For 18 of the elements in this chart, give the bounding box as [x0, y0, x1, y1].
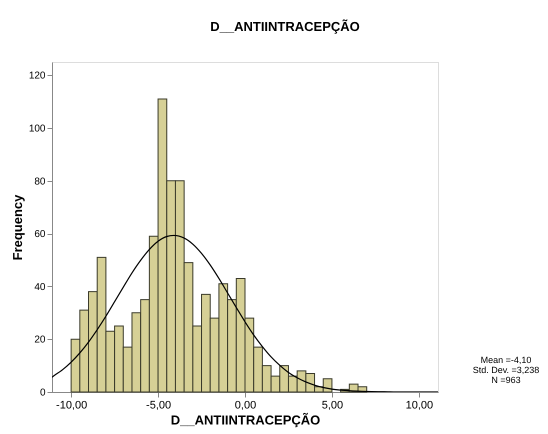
chart-title: D__ANTIINTRACEPÇÃO — [210, 19, 360, 34]
y-tick-label: 40 — [34, 282, 46, 293]
x-tick-label: 0,00 — [234, 400, 256, 412]
x-tick-label: 10,00 — [406, 400, 434, 412]
text: Mean =-4,10 — [480, 355, 532, 365]
y-tick-label: 20 — [34, 334, 46, 346]
x-tick-label: -5,00 — [146, 400, 172, 412]
y-tick-label: 80 — [34, 176, 46, 188]
text: Std. Dev. =3,238 — [472, 365, 540, 375]
y-tick-label: 100 — [28, 124, 46, 134]
x-tick-label: 5,00 — [322, 400, 344, 412]
y-tick-label: 60 — [34, 229, 46, 240]
y-tick-label: 0 — [40, 388, 46, 398]
text: N =963 — [491, 375, 521, 385]
x-tick-label: -10,00 — [56, 400, 88, 412]
y-axis-title: Frequency — [10, 194, 25, 260]
y-tick-label: 120 — [28, 70, 46, 82]
x-axis-title: D__ANTIINTRACEPÇÃO — [170, 412, 320, 428]
